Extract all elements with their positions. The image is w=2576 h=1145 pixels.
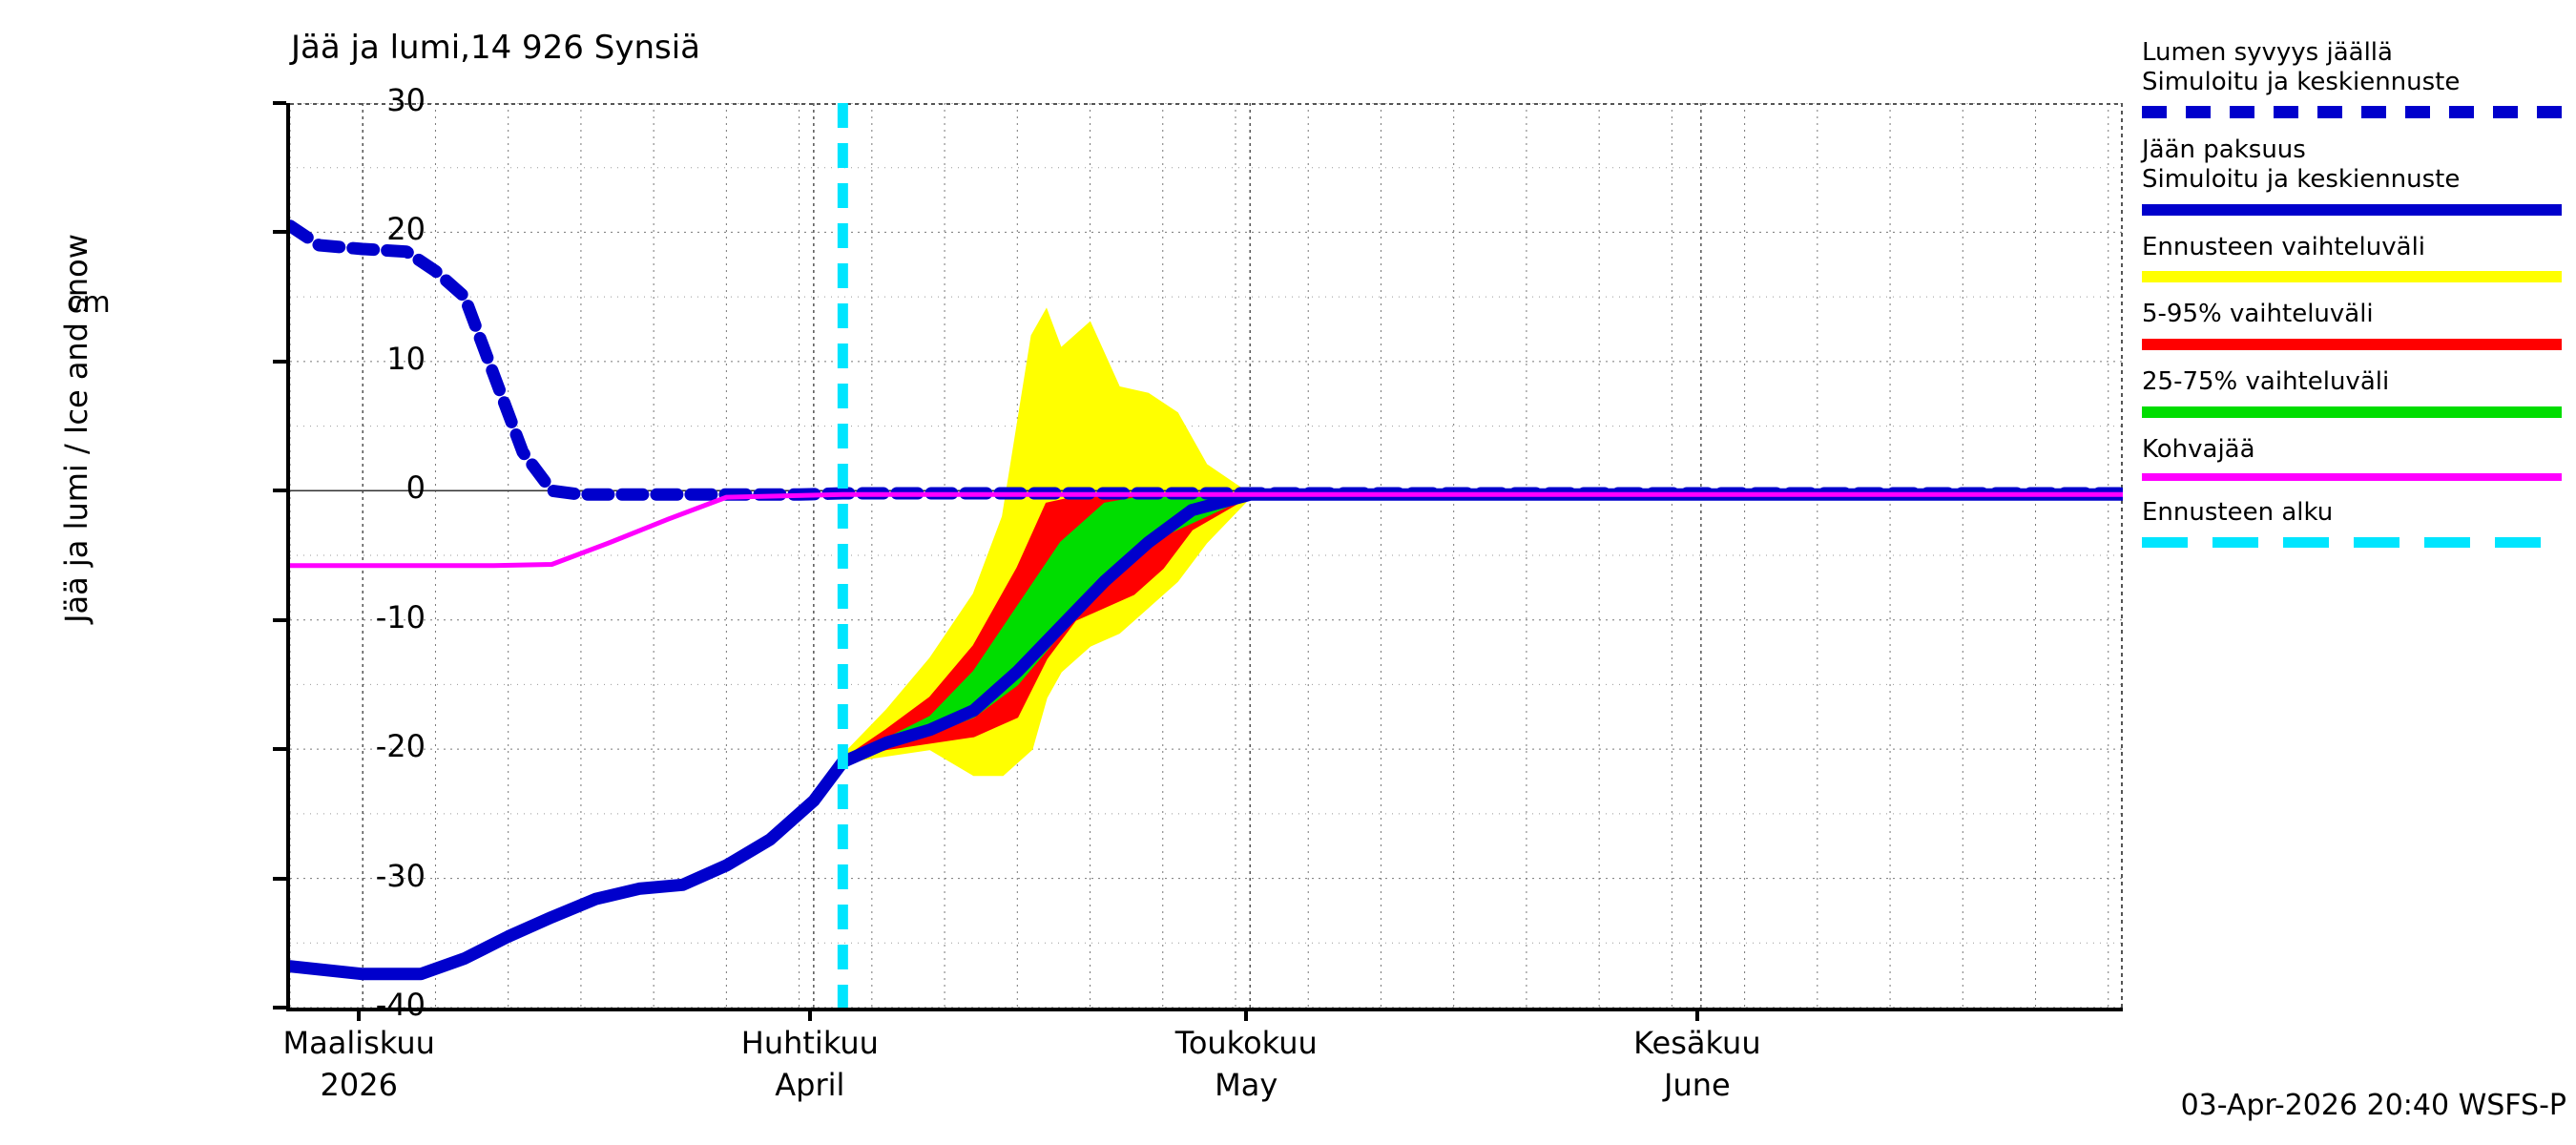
y-tick-label: 30	[386, 82, 426, 118]
legend-sublabel: Simuloitu ja keskiennuste	[2142, 67, 2461, 96]
y-tick-label: 0	[405, 469, 426, 507]
y-tick-label: 20	[386, 211, 426, 248]
x-tick-label-en: 2026	[320, 1067, 398, 1103]
x-tick-mark	[1694, 1008, 1699, 1021]
legend-swatch	[2142, 537, 2562, 549]
y-tick-mark	[273, 359, 286, 364]
legend-swatch	[2142, 339, 2562, 351]
y-tick-mark	[273, 876, 286, 881]
y-tick-mark	[273, 101, 286, 105]
legend-label: Lumen syvyys jäällä	[2142, 38, 2393, 67]
x-tick-label-en: May	[1215, 1067, 1278, 1103]
y-tick-label: -40	[375, 987, 426, 1023]
y-tick-label: 10	[386, 340, 426, 377]
legend-label: Kohvajää	[2142, 434, 2255, 464]
legend-item: Ennusteen vaihteluväli	[2142, 233, 2576, 283]
y-tick-label: -30	[375, 857, 426, 894]
x-tick-label-fi: Maaliskuu	[282, 1025, 435, 1061]
plot-area	[286, 103, 2123, 1011]
chart-legend: Lumen syvyys jäällä Simuloitu ja keskienn…	[2142, 38, 2576, 565]
chart-svg	[290, 103, 2123, 1008]
plot-canvas	[290, 103, 2123, 1008]
legend-swatch	[2142, 406, 2562, 418]
legend-swatch	[2142, 271, 2562, 283]
y-axis-unit: cm	[67, 286, 111, 320]
footer-timestamp: 03-Apr-2026 20:40 WSFS-P	[2180, 1089, 2566, 1122]
legend-label: 25-75% vaihteluväli	[2142, 367, 2390, 397]
legend-sublabel: Simuloitu ja keskiennuste	[2142, 165, 2461, 195]
y-tick-mark	[273, 1006, 286, 1010]
x-tick-label-en: April	[775, 1067, 845, 1103]
y-tick-mark	[273, 230, 286, 235]
legend-swatch	[2142, 473, 2562, 482]
legend-label: Jään paksuus	[2142, 135, 2306, 165]
y-tick-label: -20	[375, 728, 426, 765]
legend-item: Kohvajää	[2142, 435, 2576, 482]
y-tick-mark	[273, 489, 286, 493]
legend-item: Jään paksuus Simuloitu ja keskiennuste	[2142, 135, 2576, 216]
legend-label: 5-95% vaihteluväli	[2142, 300, 2374, 329]
legend-item: Lumen syvyys jäällä Simuloitu ja keskienn…	[2142, 38, 2576, 119]
legend-item: 25-75% vaihteluväli	[2142, 367, 2576, 418]
y-tick-label: -10	[375, 598, 426, 635]
x-tick-mark	[807, 1008, 812, 1021]
x-tick-mark	[1244, 1008, 1249, 1021]
legend-label: Ennusteen alku	[2142, 498, 2334, 528]
x-tick-label-en: June	[1664, 1067, 1731, 1103]
x-tick-mark	[357, 1008, 362, 1021]
legend-item: Ennusteen alku	[2142, 498, 2576, 549]
legend-swatch	[2142, 203, 2562, 216]
y-axis-label: Jää ja lumi / Ice and snow	[58, 234, 94, 623]
x-tick-label-fi: Toukokuu	[1174, 1025, 1318, 1061]
legend-swatch	[2142, 106, 2562, 119]
x-tick-label-fi: Kesäkuu	[1633, 1025, 1761, 1061]
legend-item: 5-95% vaihteluväli	[2142, 300, 2576, 351]
x-tick-label-fi: Huhtikuu	[740, 1025, 879, 1061]
chart-title: Jää ja lumi,14 926 Synsiä	[291, 29, 700, 67]
y-tick-mark	[273, 747, 286, 752]
legend-label: Ennusteen vaihteluväli	[2142, 232, 2426, 261]
y-tick-mark	[273, 617, 286, 622]
